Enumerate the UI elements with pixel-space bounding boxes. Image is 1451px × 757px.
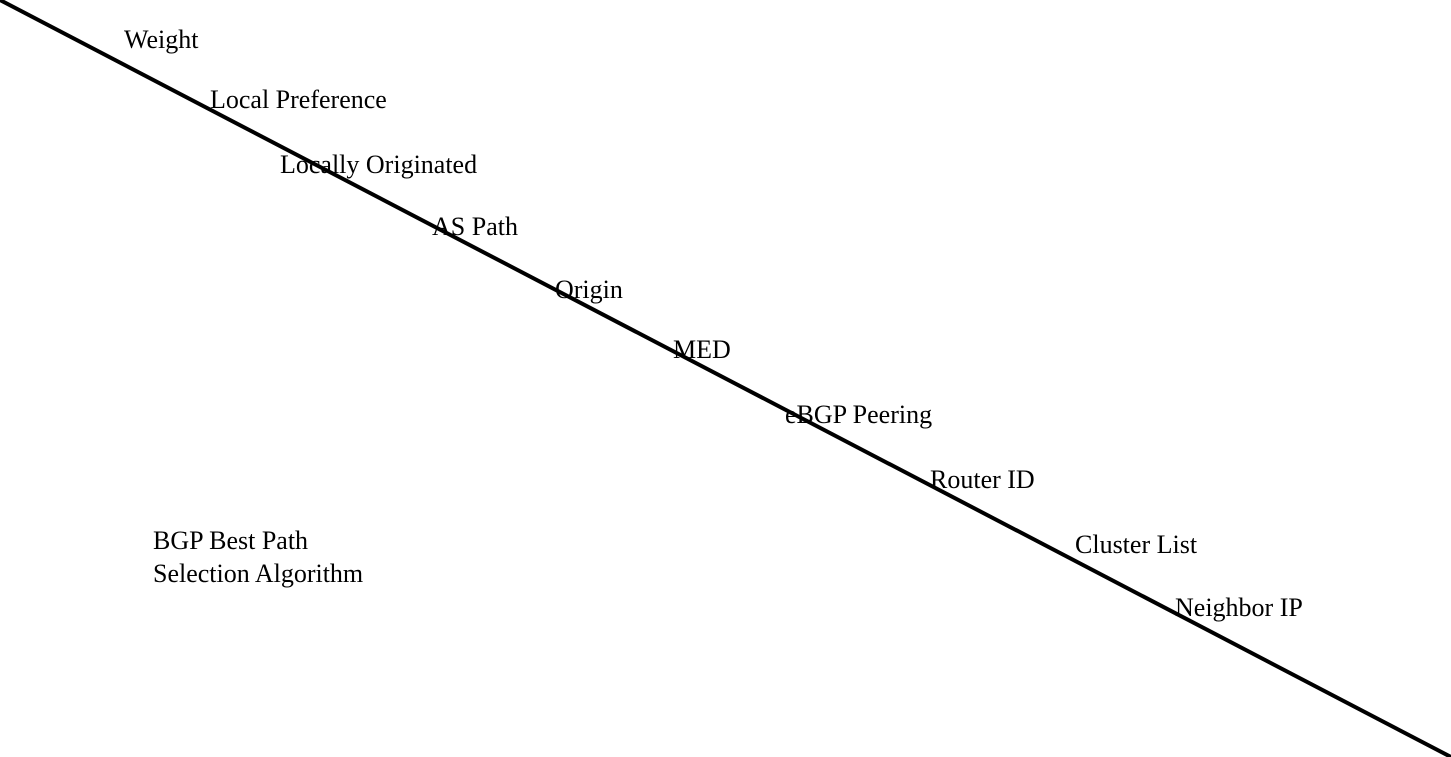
step-neighbor-ip: Neighbor IP [1175, 593, 1303, 623]
step-cluster-list: Cluster List [1075, 530, 1197, 560]
diagram-title-line2: Selection Algorithm [153, 558, 363, 591]
step-origin: Origin [555, 275, 623, 305]
step-ebgp-peering: eBGP Peering [785, 400, 932, 430]
step-router-id: Router ID [930, 465, 1035, 495]
step-as-path: AS Path [432, 212, 518, 242]
diagram-title-line1: BGP Best Path [153, 525, 363, 558]
diagram-title: BGP Best Path Selection Algorithm [153, 525, 363, 590]
step-med: MED [673, 335, 731, 365]
step-locally-originated: Locally Originated [280, 150, 477, 180]
diagram-canvas: Weight Local Preference Locally Originat… [0, 0, 1451, 757]
step-local-preference: Local Preference [210, 85, 387, 115]
step-weight: Weight [124, 25, 198, 55]
